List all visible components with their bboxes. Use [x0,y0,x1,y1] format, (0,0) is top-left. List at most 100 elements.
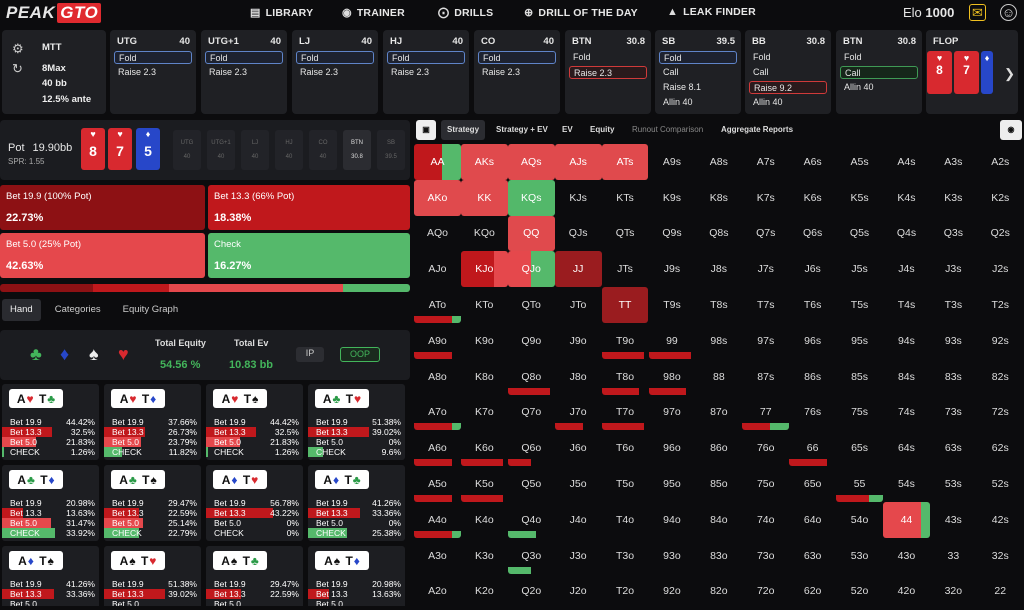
tab-equity-graph[interactable]: Equity Graph [122,304,179,315]
hand-cell[interactable]: J6s [789,251,836,287]
diamond-icon[interactable]: ♦ [60,344,70,364]
hand-cell[interactable]: K9o [461,323,508,359]
hand-card[interactable]: A ♣ T ♥ Bet 19.9 51.38% Bet 13.3 39.02% Bet 5.0… [308,384,405,460]
hand-cell[interactable]: T4s [883,287,930,323]
hand-cell[interactable]: 94o [649,502,696,538]
hand-cell[interactable]: 75s [836,395,883,431]
option-bet[interactable]: Bet 5.0 (25% Pot) 42.63% [0,233,205,278]
hand-cell[interactable]: A6o [414,430,461,467]
hand-cell[interactable]: 87o [695,395,742,431]
hand-cell[interactable]: JTs [602,251,649,287]
hand-cell[interactable]: QTs [602,216,649,252]
hand-cell[interactable]: K2o [461,574,508,610]
hand-cell[interactable]: JTo [555,287,602,323]
hand-cell[interactable]: A9s [649,144,696,180]
hand-cell[interactable]: T3o [602,538,649,574]
hand-cell[interactable]: 93o [649,538,696,574]
seat-sb[interactable]: SB 39.5 [377,130,405,170]
hand-cell[interactable]: J9o [555,323,602,359]
tab-runout-comparison[interactable]: Runout Comparison [632,125,704,134]
hand-cell[interactable]: Q6o [507,430,555,467]
action-option[interactable]: Call [663,67,679,77]
hand-cell[interactable]: K8o [461,359,508,395]
hand-cell[interactable]: KQs [507,179,555,216]
hand-cell[interactable]: Q8o [507,359,555,395]
hand-cell[interactable]: 94s [883,323,930,359]
hand-cell[interactable]: 73o [742,538,789,574]
hand-cell[interactable]: J2o [555,574,602,610]
hand-cell[interactable]: T3s [930,287,977,323]
action-option[interactable]: Call [840,66,918,79]
hand-cell[interactable]: AJo [414,251,461,287]
hand-cell[interactable]: 73s [930,395,977,431]
spade-icon[interactable]: ♠ [89,344,99,364]
hand-cell[interactable]: 92o [649,574,696,610]
hand-cell[interactable]: A3s [930,144,977,180]
hand-cell[interactable]: Q5s [836,216,883,252]
hand-cell[interactable]: A2o [414,574,461,610]
hand-cell[interactable]: K7s [742,180,789,216]
seat-utg+1[interactable]: UTG+1 40 [207,130,235,170]
hand-cell[interactable]: K6s [789,180,836,216]
hand-cell[interactable]: T7s [742,287,789,323]
hand-cell[interactable]: 96o [649,430,696,466]
hand-cell[interactable]: 64o [789,502,836,538]
hand-cell[interactable]: 85s [836,359,883,395]
position-btn[interactable]: BTN 30.8 Fold Raise 2.3 [565,30,651,114]
hand-cell[interactable]: T4o [602,502,649,538]
seat-utg[interactable]: UTG 40 [173,130,201,170]
hand-cell[interactable]: A9o [414,323,461,359]
action-option[interactable]: Fold [205,51,283,64]
hand-cell[interactable]: 74s [883,395,930,431]
hand-card[interactable]: A ♠ T ♣ Bet 19.9 29.47% Bet 13.3 22.59% Bet 5.0… [206,546,303,606]
hand-cell[interactable]: 32s [977,538,1024,574]
hand-cell[interactable]: A8s [695,144,742,180]
hand-cell[interactable]: K2s [977,180,1024,216]
hand-cell[interactable]: 86o [695,430,742,466]
hand-card[interactable]: A ♠ T ♥ Bet 19.9 51.38% Bet 13.3 39.02% Bet 5.0… [104,546,201,606]
hand-card[interactable]: A ♣ T ♠ Bet 19.9 29.47% Bet 13.3 22.59% Bet 5.0… [104,465,201,541]
hand-cell[interactable]: 82o [695,574,742,610]
hand-cell[interactable]: 66 [789,430,836,467]
hand-cell[interactable]: 77 [742,395,790,431]
hand-cell[interactable]: T9s [649,287,696,323]
hand-cell[interactable]: AKs [460,144,508,180]
hand-cell[interactable]: Q7s [742,216,789,252]
hand-cell[interactable]: T8o [601,359,649,395]
hand-cell[interactable]: K6o [460,430,508,467]
hand-cell[interactable]: 52s [977,466,1024,502]
hand-cell[interactable]: KTo [461,287,508,323]
hand-cell[interactable]: T2s [977,287,1024,323]
position-bb[interactable]: BB 30.8 Fold Call Raise 9.2 Allin 40 [745,30,831,114]
hand-cell[interactable]: 53o [836,538,883,574]
hand-cell[interactable]: A4o [414,502,461,538]
action-option[interactable]: Raise 2.3 [569,66,647,79]
seat-co[interactable]: CO 40 [309,130,337,170]
position-btn[interactable]: BTN 30.8 Fold Call Allin 40 [836,30,922,114]
hand-cell[interactable]: 87s [742,359,789,395]
nav-trainer[interactable]: ◉ TRAINER [342,6,405,20]
action-option[interactable]: Fold [659,51,737,64]
action-option[interactable]: Raise 9.2 [749,81,827,94]
hand-cell[interactable]: T5o [602,466,649,502]
hand-cell[interactable]: 32o [930,574,977,610]
hand-cell[interactable]: Q9s [649,216,696,252]
tab-strategy-ev[interactable]: Strategy + EV [496,125,548,134]
hand-cell[interactable]: TT [601,287,649,323]
layout-icon[interactable]: ▣ [416,120,436,140]
chat-icon[interactable]: ✉ [969,4,986,21]
action-option[interactable]: Fold [114,51,192,64]
hand-cell[interactable]: J4o [555,502,602,538]
logo[interactable]: PEAK GTO [6,3,102,23]
hand-cell[interactable]: J3s [930,251,977,287]
hand-cell[interactable]: Q2o [508,574,555,610]
option-bet[interactable]: Bet 19.9 (100% Pot) 22.73% [0,185,205,230]
hand-cell[interactable]: Q4s [883,216,930,252]
position-utg-plus-1[interactable]: UTG+1 40 Fold Raise 2.3 [201,30,287,114]
hand-cell[interactable]: 76s [789,395,836,431]
action-option[interactable]: Allin 40 [844,82,874,92]
hand-cell[interactable]: J4s [883,251,930,287]
hand-cell[interactable]: Q6s [789,216,836,252]
hand-cell[interactable]: K5s [836,180,883,216]
hand-cell[interactable]: QJo [507,251,555,288]
